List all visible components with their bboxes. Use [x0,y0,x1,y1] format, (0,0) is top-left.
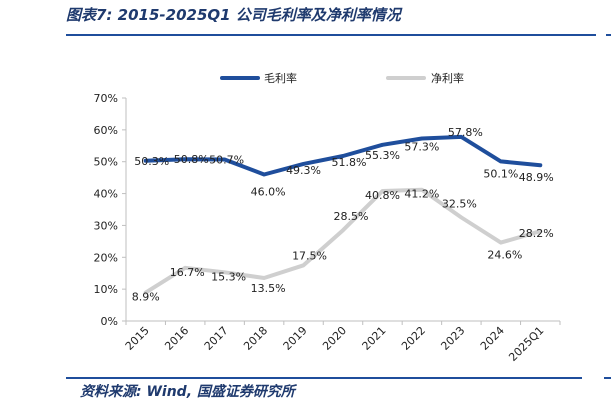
source-note: 资料来源: Wind, 国盛证券研究所 [80,384,295,400]
figure-title: 图表7: 2015-2025Q1 公司毛利率及净利率情况 [66,6,401,24]
gross-margin-data-label: 57.8% [448,126,483,139]
x-tick-label: 2017 [202,324,231,353]
net-margin-data-label: 15.3% [211,270,246,283]
gross-margin-data-label: 57.3% [404,140,439,153]
x-tick-label: 2021 [360,324,389,353]
gross-margin-data-label: 50.7% [209,153,244,166]
gross-margin-line [143,134,543,177]
gross-margin-data-label: 48.9% [519,171,554,184]
net-margin-data-label: 32.5% [442,197,477,210]
x-tick-label: 2025Q1 [506,324,546,364]
y-tick-label: 20% [94,251,118,264]
x-tick-label: 2016 [162,324,191,353]
net-margin-data-label: 16.7% [170,266,205,279]
x-tick-label: 2024 [478,324,507,353]
x-tick-label: 2020 [320,324,349,353]
net-margin-data-label: 13.5% [251,282,286,295]
y-tick-label: 10% [94,283,118,296]
legend-gross-label: 毛利率 [264,71,297,85]
net-margin-data-label: 8.9% [132,291,160,304]
gross-margin-data-label: 50.8% [174,153,209,166]
net-margin-data-label: 28.2% [519,227,554,240]
bottom-divider-edge [604,377,611,379]
net-margin-data-label: 41.2% [404,188,439,201]
gross-margin-data-label: 46.0% [251,185,286,198]
net-margin-line [143,187,543,295]
top-divider [66,34,596,36]
legend-net-label: 净利率 [431,71,464,85]
x-tick-label: 2019 [281,324,310,353]
net-margin-data-label: 17.5% [292,249,327,262]
gross-margin-data-label: 51.8% [332,156,367,169]
y-tick-label: 60% [94,124,118,137]
x-tick-label: 2023 [438,324,467,353]
x-tick-label: 2018 [241,324,270,353]
net-margin-data-label: 28.5% [334,210,369,223]
top-divider-edge [606,34,611,36]
y-tick-label: 70% [94,92,118,105]
y-tick-label: 50% [94,156,118,169]
bottom-divider [66,377,582,379]
gross-margin-data-label: 50.1% [483,167,518,180]
gross-margin-data-label: 55.3% [365,149,400,162]
gross-margin-data-label: 49.3% [286,164,321,177]
gross-margin-data-label: 50.3% [134,155,169,168]
y-tick-label: 30% [94,219,118,232]
net-margin-data-label: 40.8% [365,189,400,202]
x-tick-label: 2022 [399,324,428,353]
y-tick-label: 40% [94,188,118,201]
x-tick-label: 2015 [123,324,152,353]
y-tick-label: 0% [101,315,118,328]
net-margin-data-label: 24.6% [487,249,522,262]
